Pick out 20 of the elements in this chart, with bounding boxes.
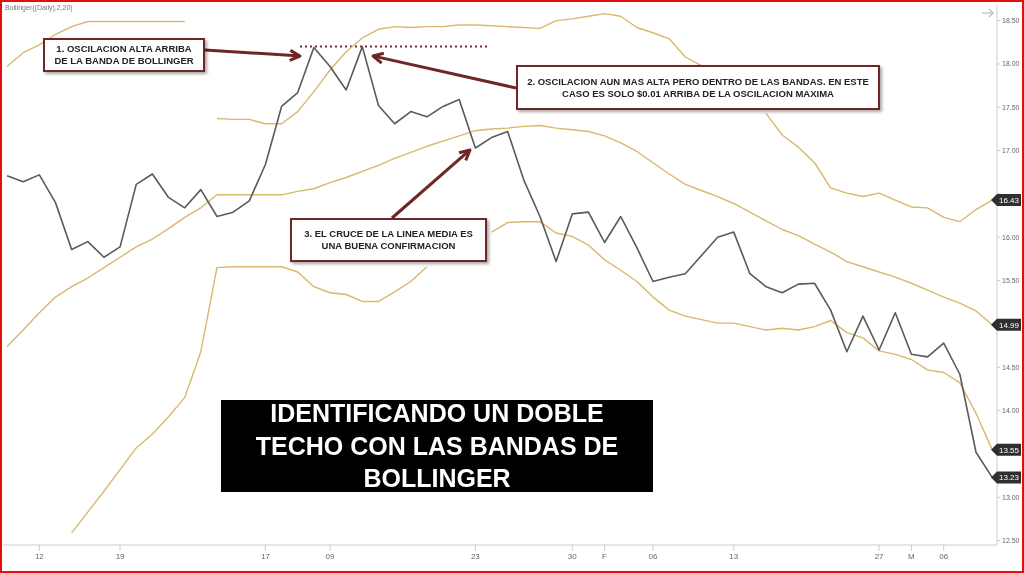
x-tick-label: 06 [939, 551, 949, 561]
data-label: 13.23 [998, 473, 1020, 483]
x-tick-label: F [602, 551, 608, 561]
x-tick-label: 19 [115, 551, 126, 561]
x-tick-label: 13 [729, 551, 739, 561]
x-tick-label: 30 [567, 551, 578, 561]
annotation: 2. OSCILACION AUN MAS ALTA PERO DENTRO DE LAS BANDAS. EN ESTE CASO ES SOLO $0.01 ARRIBA DE LA OSCILACION MAXIMA [516, 65, 880, 110]
x-tick-label: 09 [325, 551, 336, 561]
x-tick-label: 23 [470, 551, 481, 561]
annotation: 1. OSCILACION ALTA ARRIBA DE LA BANDA DE BOLLINGER [43, 38, 205, 72]
data-label: 16.43 [998, 196, 1020, 206]
x-tick-label: 12 [34, 551, 45, 561]
x-tick-label: M [908, 551, 916, 561]
x-tick-label: 17 [260, 551, 271, 561]
x-tick-label: 27 [874, 551, 885, 561]
data-label: 13.55 [998, 445, 1020, 455]
x-tick-label: 06 [648, 551, 659, 561]
data-label: 14.99 [998, 320, 1020, 330]
text: IDENTIFICANDO UN DOBLE TECHO CON LAS BANDAS DE BOLLINGER [221, 399, 653, 493]
annotation: 3. EL CRUCE DE LA LINEA MEDIA ES UNA BUENA CONFIRMACION [290, 218, 487, 262]
